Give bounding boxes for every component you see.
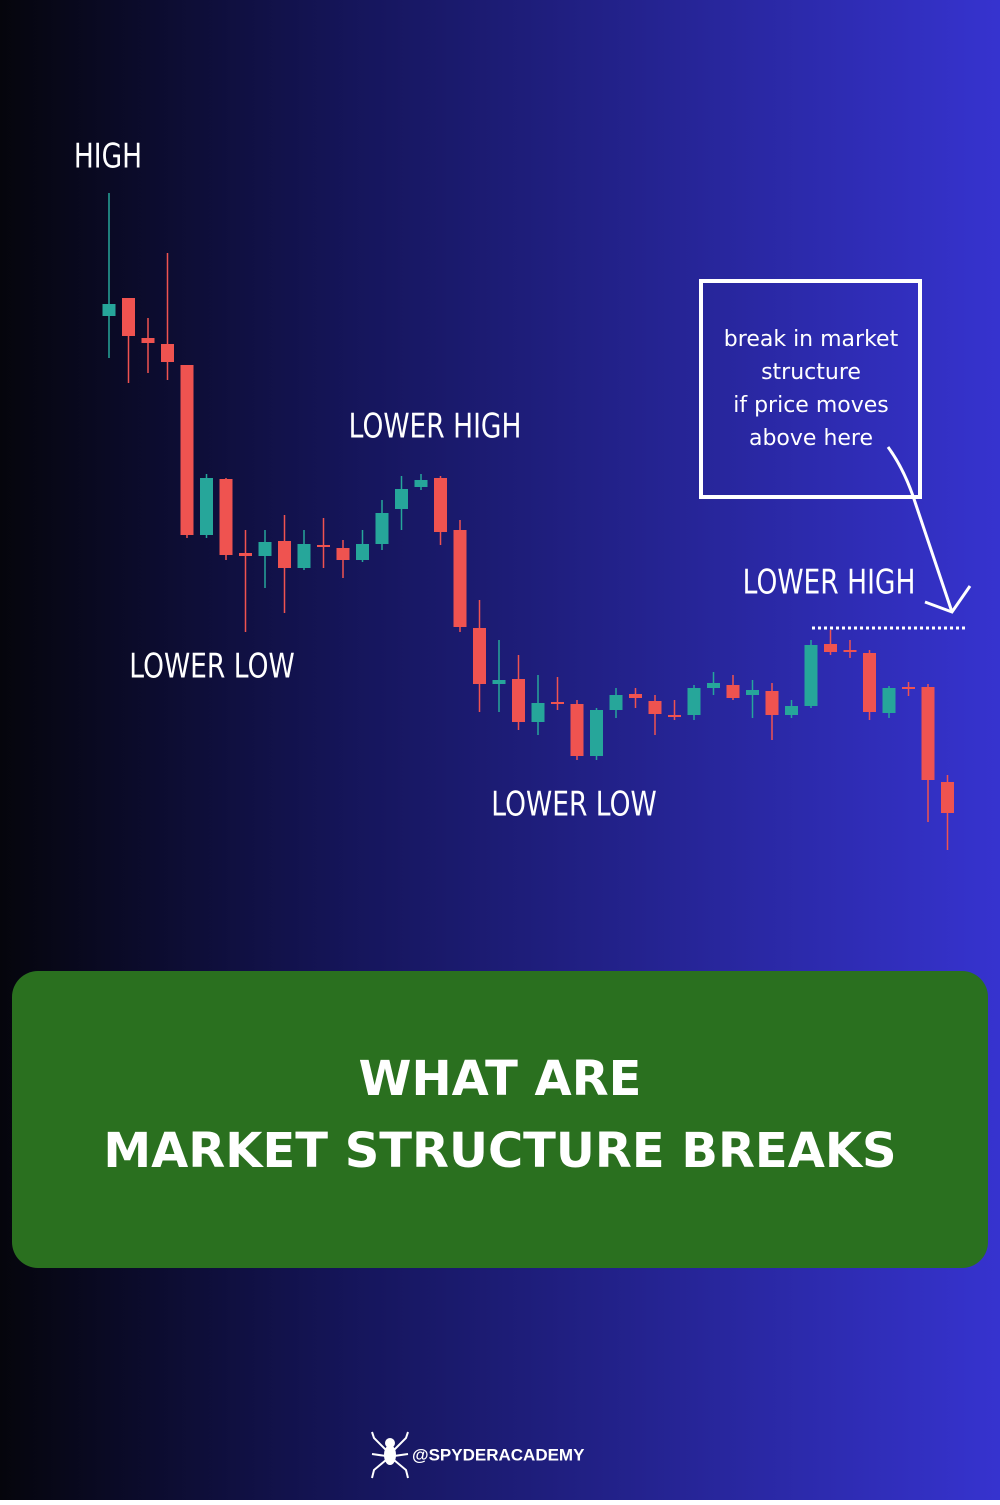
title: MARKET STRUCTURE BREAKS xyxy=(103,1123,896,1179)
candle-body xyxy=(492,680,506,684)
candle-body xyxy=(434,478,447,532)
candle-body xyxy=(453,530,467,627)
candle-body xyxy=(882,688,896,713)
candle-body xyxy=(648,701,662,714)
title: WHAT ARE xyxy=(359,1051,642,1107)
candle-body xyxy=(395,489,408,509)
annotation: LOWER HIGH xyxy=(349,407,522,446)
candle-body xyxy=(180,365,194,535)
candle-body xyxy=(941,782,954,813)
arrow xyxy=(886,446,954,613)
note-text: break in market xyxy=(724,327,899,352)
candle-body xyxy=(473,628,486,684)
candle-body xyxy=(726,685,740,698)
candle-body xyxy=(278,541,291,568)
candle-body xyxy=(629,694,642,698)
handle: @SPYDERACADEMY xyxy=(412,1445,585,1464)
candle-body xyxy=(356,544,369,560)
candle-body xyxy=(843,650,857,652)
candle-body xyxy=(921,687,935,780)
candle-body xyxy=(746,690,759,695)
candle-body xyxy=(609,695,623,710)
candle-body xyxy=(297,544,311,568)
arrow-head xyxy=(924,585,972,614)
candle-body xyxy=(687,688,701,715)
spider-icon xyxy=(371,1431,409,1479)
candle-body xyxy=(102,304,116,316)
note-text: if price moves xyxy=(733,393,889,418)
candle-body xyxy=(902,687,915,689)
candle-body xyxy=(219,479,233,555)
annotation: HIGH xyxy=(74,137,142,176)
annotation: LOWER HIGH xyxy=(743,563,916,602)
candle-body xyxy=(824,644,837,652)
candle-body xyxy=(570,704,584,756)
candle-body xyxy=(141,338,155,343)
note-text: structure xyxy=(761,360,861,385)
candle-body xyxy=(531,703,545,722)
candle-body xyxy=(785,706,798,715)
candle-body xyxy=(122,298,135,336)
candle-body xyxy=(200,478,213,535)
note-text: above here xyxy=(749,426,873,451)
title-panel xyxy=(12,971,988,1268)
candle-body xyxy=(765,691,779,715)
candle-body xyxy=(512,679,525,722)
candle-body xyxy=(258,542,272,556)
candle-body xyxy=(590,710,603,756)
candle-body xyxy=(161,344,174,362)
candle-body xyxy=(804,645,818,706)
candle-body xyxy=(336,548,350,560)
candle-body xyxy=(239,553,252,556)
annotation: LOWER LOW xyxy=(129,647,294,686)
candle-body xyxy=(707,683,720,688)
candle-body xyxy=(551,702,564,704)
candle-body xyxy=(414,480,428,487)
candle-body xyxy=(317,545,330,547)
annotation: LOWER LOW xyxy=(491,785,656,824)
candle-body xyxy=(375,513,389,544)
candle-body xyxy=(863,653,876,712)
note-box xyxy=(699,279,922,499)
candle-body xyxy=(668,715,681,717)
